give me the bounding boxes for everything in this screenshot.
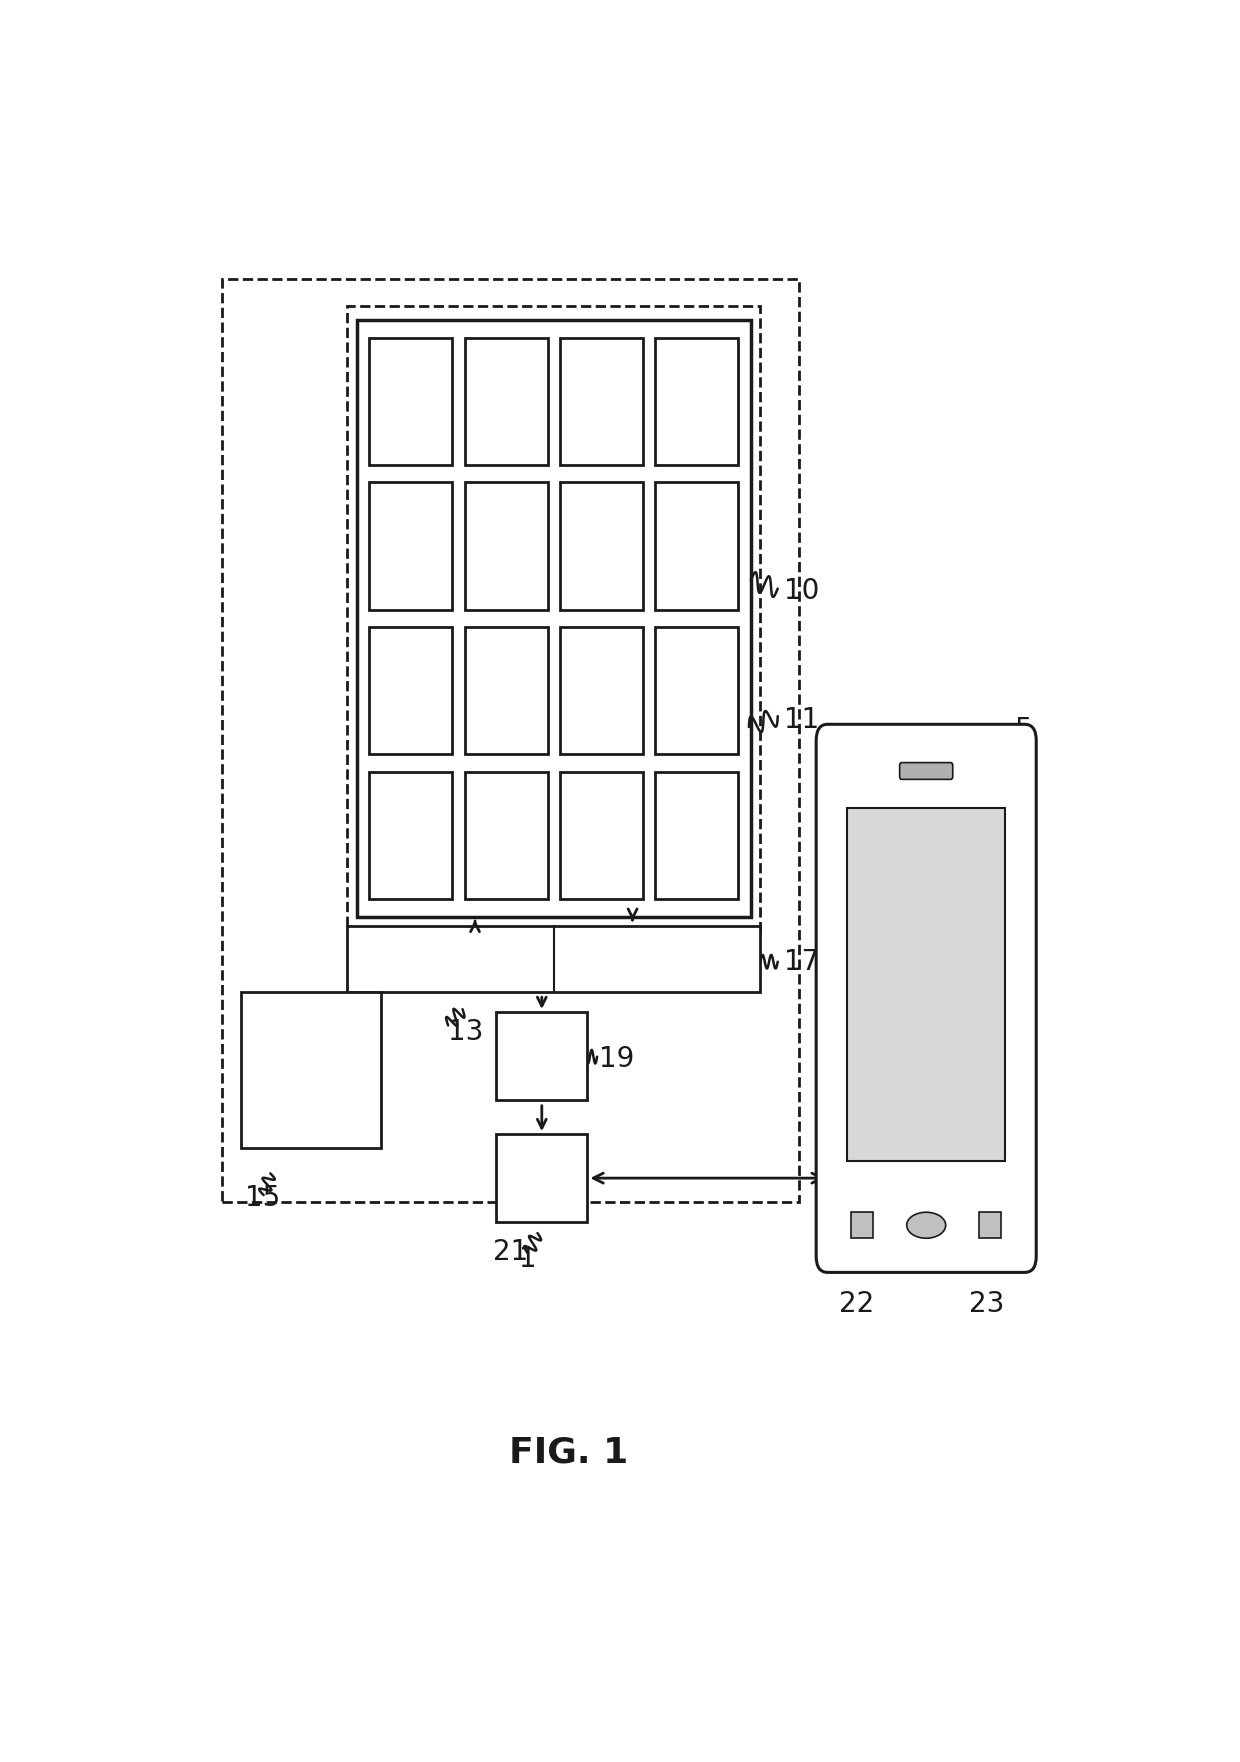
- Bar: [980, 1212, 1001, 1239]
- Text: 23: 23: [968, 1290, 1004, 1318]
- Bar: [222, 280, 799, 1202]
- Text: 22: 22: [839, 1290, 874, 1318]
- Bar: [560, 772, 644, 899]
- Bar: [560, 338, 644, 465]
- Bar: [242, 992, 381, 1147]
- Text: 1: 1: [520, 1244, 537, 1272]
- Bar: [656, 772, 738, 899]
- Bar: [347, 927, 760, 992]
- Bar: [347, 307, 760, 930]
- Bar: [465, 772, 548, 899]
- FancyBboxPatch shape: [816, 724, 1037, 1272]
- Bar: [370, 627, 453, 754]
- Bar: [357, 321, 751, 916]
- FancyBboxPatch shape: [900, 763, 952, 779]
- Bar: [465, 338, 548, 465]
- Bar: [370, 772, 453, 899]
- Text: 15: 15: [246, 1184, 280, 1212]
- Bar: [496, 1135, 588, 1223]
- Bar: [465, 483, 548, 610]
- Text: 13: 13: [448, 1018, 484, 1047]
- Bar: [496, 1011, 588, 1099]
- Bar: [656, 483, 738, 610]
- Text: 21: 21: [494, 1239, 528, 1267]
- Bar: [370, 338, 453, 465]
- FancyBboxPatch shape: [847, 807, 1004, 1161]
- Text: 17: 17: [785, 948, 820, 976]
- Bar: [465, 627, 548, 754]
- Bar: [852, 1212, 873, 1239]
- Bar: [656, 627, 738, 754]
- Ellipse shape: [906, 1212, 946, 1239]
- Bar: [560, 627, 644, 754]
- Bar: [560, 483, 644, 610]
- Bar: [370, 483, 453, 610]
- Text: 19: 19: [599, 1045, 635, 1073]
- Text: 10: 10: [785, 578, 820, 606]
- Bar: [656, 338, 738, 465]
- Text: 11: 11: [785, 707, 820, 735]
- Text: FIG. 1: FIG. 1: [508, 1436, 627, 1470]
- Text: 5: 5: [1016, 715, 1033, 744]
